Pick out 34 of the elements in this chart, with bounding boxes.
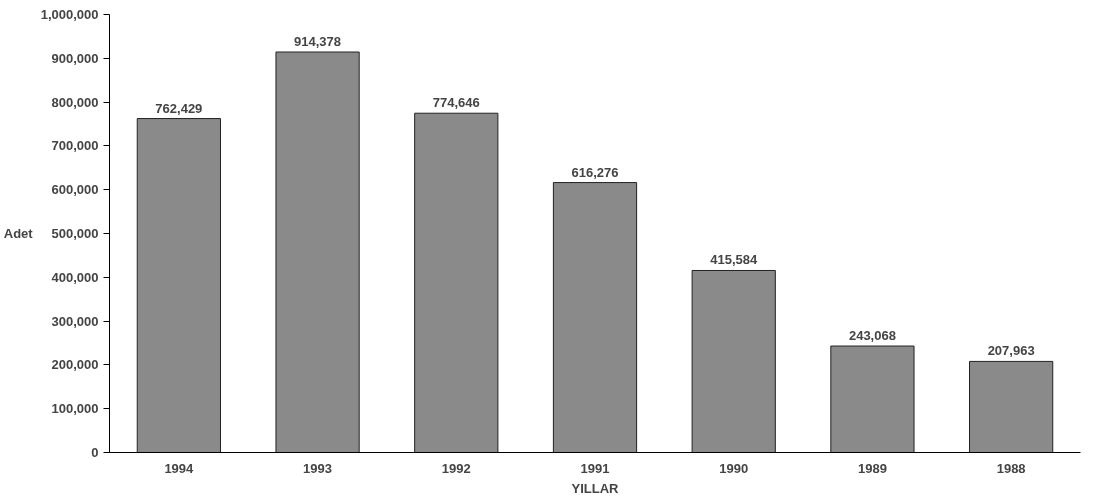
bar — [969, 360, 1054, 453]
data-label: 415,584 — [710, 252, 758, 268]
y-tick-label: 700,000 — [51, 138, 99, 154]
y-tick-label: 400,000 — [51, 269, 99, 285]
x-tick-label: 1990 — [719, 460, 749, 476]
data-label: 243,068 — [848, 328, 896, 344]
y-tick-label: 500,000 — [51, 226, 99, 241]
y-tick-label: 200,000 — [51, 357, 99, 373]
x-tick-label: 1991 — [580, 460, 610, 476]
y-tick-label: 800,000 — [51, 94, 99, 110]
x-tick-label: 1988 — [996, 460, 1026, 476]
x-tick-label: 1992 — [441, 460, 471, 476]
y-tick-label: 1,000,000 — [40, 7, 99, 22]
data-label: 914,378 — [294, 34, 342, 49]
x-tick-label: 1993 — [303, 460, 333, 476]
bar — [275, 51, 360, 453]
x-tick-label: 1989 — [857, 460, 887, 476]
bar — [414, 112, 499, 453]
x-tick-label: 1994 — [164, 460, 195, 476]
y-tick-label: 300,000 — [51, 313, 99, 329]
data-label: 774,646 — [432, 95, 480, 111]
bar — [136, 118, 221, 453]
bar — [691, 269, 776, 453]
x-axis-title: YILLAR — [571, 480, 620, 496]
y-tick-label: 900,000 — [51, 50, 99, 66]
data-label: 762,429 — [155, 100, 203, 116]
y-tick-label: 100,000 — [51, 401, 99, 417]
data-label: 616,276 — [571, 164, 619, 180]
bar — [552, 182, 638, 453]
y-axis-title: Adet — [3, 226, 34, 241]
data-label: 207,963 — [987, 343, 1035, 359]
y-tick-label: 600,000 — [51, 182, 99, 198]
bar — [830, 345, 915, 453]
y-tick-label: 0 — [91, 445, 99, 460]
